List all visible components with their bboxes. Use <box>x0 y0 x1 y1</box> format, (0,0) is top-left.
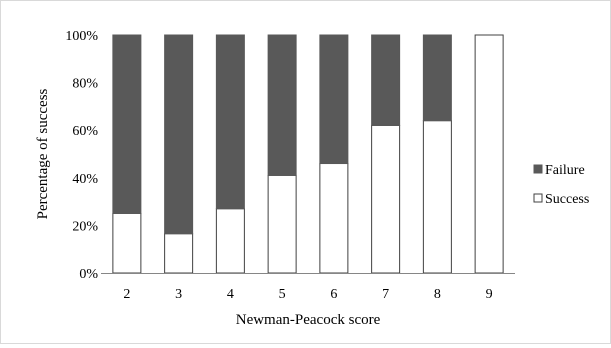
bar-failure-6 <box>319 34 349 165</box>
x-tick-layer: 2 3 4 5 6 7 8 9 <box>123 287 492 302</box>
bar-failure-4 <box>215 34 245 210</box>
x-tick-label: 3 <box>175 287 182 302</box>
legend-swatch-failure <box>533 164 543 174</box>
y-tick-layer: 0% 20% 40% 60% 80% 100% <box>65 29 98 282</box>
legend-label-failure: Failure <box>545 163 585 178</box>
bar-failure-5 <box>267 34 297 176</box>
x-tick-label: 5 <box>279 287 286 302</box>
x-axis-title: Newman-Peacock score <box>236 312 381 328</box>
y-tick-label: 0% <box>79 267 98 282</box>
y-tick-label: 20% <box>72 219 98 234</box>
bar-success-5 <box>267 174 297 274</box>
legend-swatch-success <box>533 193 543 203</box>
y-tick-label: 100% <box>65 29 98 44</box>
bar-success-8 <box>422 120 452 274</box>
x-tick-label: 8 <box>434 287 441 302</box>
x-tick-label: 2 <box>123 287 130 302</box>
stacked-bar-chart: 0% 20% 40% 60% 80% 100% 2 3 4 5 6 7 8 9 Percentage o… <box>35 29 589 328</box>
bar-failure-3 <box>164 34 194 235</box>
legend: Failure Success <box>533 163 589 207</box>
bar-failure-8 <box>422 34 452 122</box>
y-tick-label: 80% <box>72 77 98 92</box>
bars-layer <box>112 34 504 274</box>
bar-success-2 <box>112 213 142 274</box>
bar-success-9 <box>474 34 504 274</box>
x-tick-label: 4 <box>227 287 234 302</box>
bar-success-3 <box>164 233 194 274</box>
bar-success-4 <box>215 208 245 274</box>
bar-failure-2 <box>112 34 142 214</box>
x-tick-label: 9 <box>486 287 493 302</box>
bar-success-7 <box>371 124 401 274</box>
x-tick-label: 6 <box>330 287 337 302</box>
bar-success-6 <box>319 163 349 274</box>
bar-failure-7 <box>371 34 401 126</box>
y-tick-label: 60% <box>72 124 98 139</box>
y-tick-label: 40% <box>72 172 98 187</box>
legend-label-success: Success <box>545 192 589 207</box>
y-axis-title: Percentage of success <box>35 88 51 219</box>
x-tick-label: 7 <box>382 287 389 302</box>
